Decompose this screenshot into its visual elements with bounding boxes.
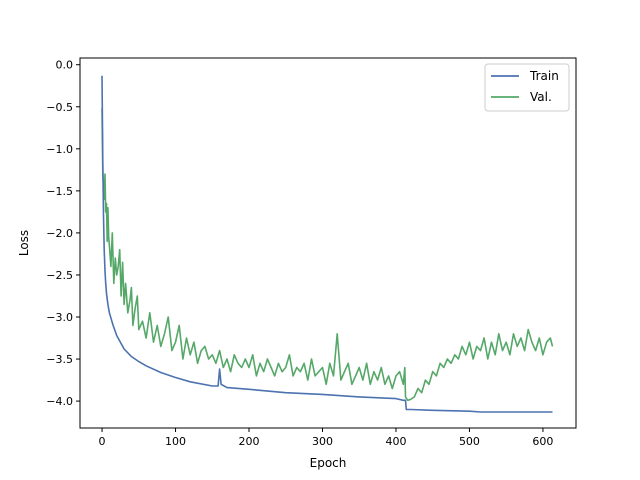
x-tick-label: 500 (459, 435, 480, 448)
y-tick-label: −1.0 (46, 143, 73, 156)
y-axis-ticks: 0.0 −0.5 −1.0 −1.5 −2.0 −2.5 −3.0 −3.5 −4.0 (46, 59, 80, 408)
x-tick-label: 600 (532, 435, 553, 448)
y-tick-label: −4.0 (46, 395, 73, 408)
y-axis-label: Loss (17, 230, 31, 256)
y-tick-label: −3.5 (46, 353, 73, 366)
x-tick-label: 300 (312, 435, 333, 448)
series-line-val (101, 108, 554, 402)
series-line-train (101, 75, 553, 413)
legend-val-label: Val. (530, 90, 552, 104)
x-axis-ticks: 0 100 200 300 400 500 600 (99, 428, 553, 448)
y-tick-label: 0.0 (56, 59, 74, 72)
plot-lines (101, 75, 554, 413)
y-tick-label: −2.0 (46, 227, 73, 240)
x-tick-label: 200 (239, 435, 260, 448)
legend-train-label: Train (529, 69, 559, 83)
y-tick-label: −2.5 (46, 269, 73, 282)
plot-frame (79, 57, 577, 429)
y-tick-label: −1.5 (46, 185, 73, 198)
x-tick-label: 400 (385, 435, 406, 448)
x-tick-label: 100 (165, 435, 186, 448)
legend: Train Val. (484, 63, 570, 112)
y-tick-label: −0.5 (46, 101, 73, 114)
x-tick-label: 0 (99, 435, 106, 448)
y-tick-label: −3.0 (46, 311, 73, 324)
x-axis-label: Epoch (310, 456, 347, 470)
